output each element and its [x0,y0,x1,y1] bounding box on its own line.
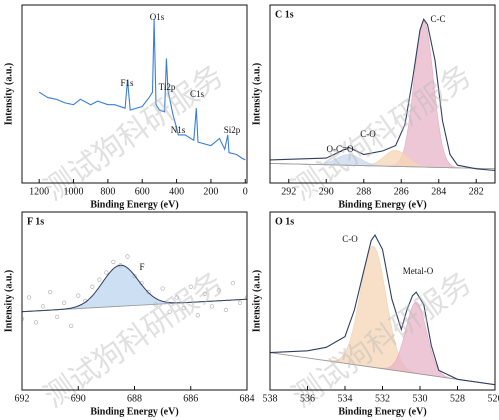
y-axis-label: Intensity (a.u.) [251,63,262,126]
plot-area [38,19,246,161]
data-point [188,284,193,289]
peak-label: O-C=O [326,144,354,154]
peak-label: Metal-O [403,266,434,276]
data-point [76,293,81,298]
x-tick-label: 534 [338,393,353,404]
plot-area [270,234,495,386]
data-point [97,277,102,282]
y-axis-label: Intensity (a.u.) [3,63,14,126]
x-tick-label: 684 [240,393,255,404]
y-axis-label: Intensity (a.u.) [3,270,14,333]
data-point [26,295,32,300]
x-tick-label: 1000 [64,186,84,197]
panel-title: C 1s [275,9,294,20]
data-point [55,314,60,320]
peak-label: F1s [120,78,134,88]
peak-label: N1s [171,125,186,135]
plot-area [270,18,495,172]
x-tick-label: 292 [281,186,296,197]
x-tick-label: 800 [100,186,115,197]
fit-envelope [22,264,247,313]
x-tick-label: 686 [183,393,198,404]
peak-label: C-O [360,129,376,139]
data-point [90,284,95,289]
data-point [125,254,130,259]
data-point [160,286,165,291]
watermark: 测试狗科研服务 [286,59,478,208]
fit-component [270,246,495,386]
data-point [167,309,172,314]
x-tick-label: 400 [169,186,184,197]
x-tick-label: 688 [127,393,142,404]
x-tick-label: 284 [431,186,446,197]
data-point [33,320,39,325]
spectrum-line [270,18,495,172]
x-axis-label: Binding Energy (eV) [338,406,426,417]
x-axis-label: Binding Energy (eV) [90,406,178,417]
data-point [132,273,137,279]
data-point [153,302,158,307]
data-point [40,304,46,309]
peak-label: F [139,262,144,272]
panel-title: O 1s [275,216,294,227]
x-tick-label: 282 [469,186,484,197]
data-point [223,307,229,313]
x-tick-label: 528 [450,393,465,404]
data-point [237,300,243,305]
plot-frame [21,4,248,184]
x-tick-label: 288 [356,186,371,197]
plot-frame [269,4,496,184]
x-tick-label: 290 [319,186,334,197]
data-point [69,323,74,329]
peak-label: Ti2p [159,82,176,92]
data-point [62,300,67,305]
data-point [230,281,236,286]
spectrum-line [270,234,495,386]
x-tick-label: 536 [300,393,315,404]
data-point [202,291,207,296]
peak-label: C-C [430,14,445,24]
panel-title: F 1s [27,216,44,227]
peak-label: Si2p [224,125,241,135]
data-point [104,270,109,275]
x-axis-label: Binding Energy (eV) [338,199,426,210]
x-tick-label: 286 [394,186,409,197]
x-tick-label: 526 [488,393,499,404]
data-point [146,290,151,295]
data-point [111,259,116,264]
plot-area [22,254,247,329]
data-point [48,290,53,295]
x-tick-label: 530 [413,393,428,404]
data-point [216,288,221,293]
x-tick-label: 532 [375,393,390,404]
x-tick-label: 538 [263,393,278,404]
baseline [270,163,495,170]
data-point [181,306,186,311]
peak-label: C1s [190,89,205,99]
x-tick-label: 690 [71,393,86,404]
spectrum-line [38,19,246,161]
data-point [195,313,200,318]
peak-label: C-O [342,234,358,244]
x-tick-label: 1200 [29,186,49,197]
peak-label: O1s [150,12,165,22]
data-point [209,304,214,309]
x-tick-label: 200 [203,186,218,197]
x-tick-label: 692 [15,393,30,404]
data-point [174,295,179,300]
x-tick-label: 0 [243,186,248,197]
x-tick-label: 600 [135,186,150,197]
y-axis-label: Intensity (a.u.) [251,270,262,333]
x-axis-label: Binding Energy (eV) [90,199,178,210]
